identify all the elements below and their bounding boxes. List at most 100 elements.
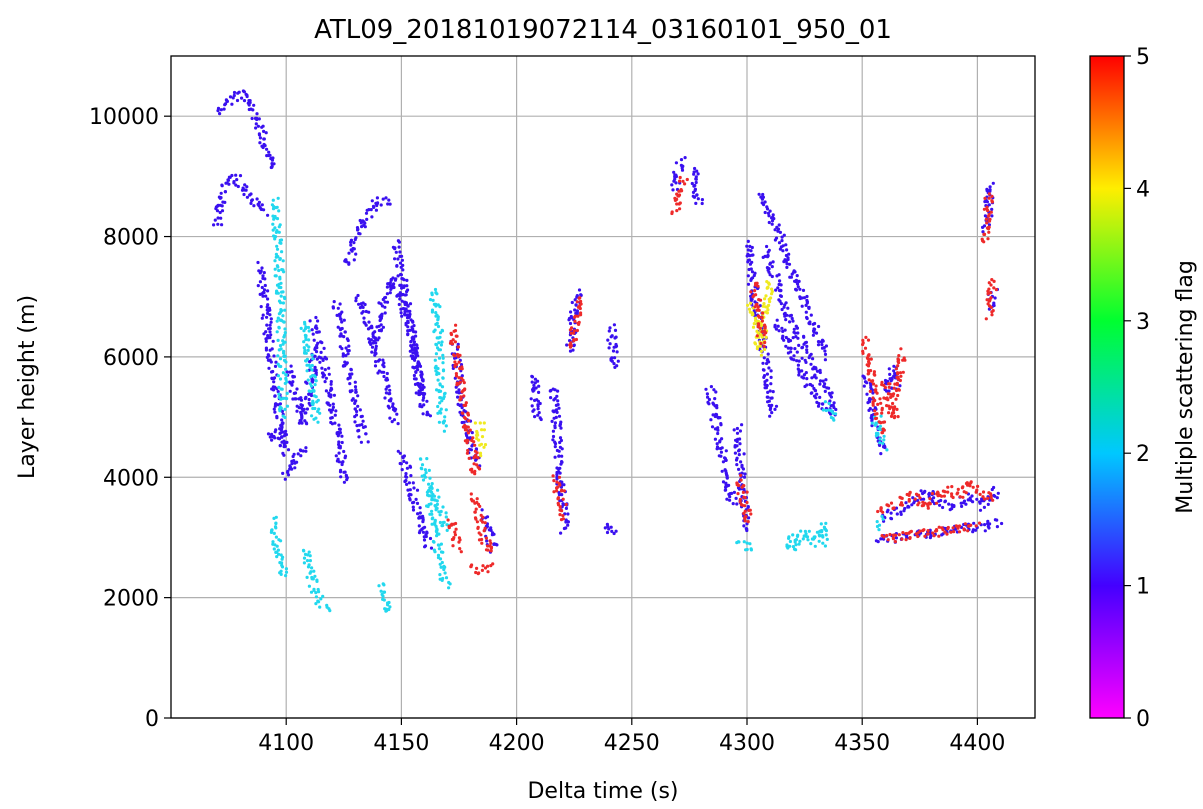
data-point [745,527,749,531]
data-point [770,287,774,291]
data-point [445,528,449,533]
data-point [467,456,471,460]
data-point [280,409,284,413]
data-point [265,305,269,309]
data-point [762,374,767,378]
data-point [811,357,815,361]
data-point [383,305,387,309]
data-point [752,293,756,297]
data-point [266,309,271,313]
data-point [317,407,321,411]
data-point [748,508,752,512]
data-point [796,336,800,340]
data-point [557,454,561,458]
data-point [952,530,956,534]
data-point [951,495,955,500]
data-point [894,506,899,510]
data-point [459,363,464,367]
data-point [331,402,335,406]
data-point [275,544,279,548]
data-point [813,327,817,331]
data-point [453,530,457,534]
x-tick-label: 4400 [949,731,1005,756]
data-point [312,394,317,398]
data-point [768,408,772,412]
data-point [900,503,905,507]
data-point [797,370,801,374]
data-point [378,358,382,362]
data-point [761,368,766,372]
data-point [336,306,340,310]
data-point [536,399,541,403]
data-point [814,376,818,380]
data-point [222,107,226,111]
data-point [438,573,442,577]
data-point [379,589,383,593]
data-point [716,431,720,436]
data-point [678,207,682,211]
data-point [822,385,827,389]
data-point [466,448,470,453]
data-point [392,285,396,290]
data-point [324,389,328,393]
data-point [412,324,416,328]
data-point [742,475,747,479]
data-point [480,428,484,432]
data-point [272,516,276,521]
data-point [700,198,705,202]
data-point [319,597,323,601]
data-point [569,331,573,335]
data-point [340,334,344,338]
data-point [693,166,697,171]
data-point [465,451,469,455]
data-point [388,605,392,609]
data-point [750,245,754,250]
data-point [485,539,489,543]
data-point [831,411,835,415]
data-point [715,442,719,446]
data-point [273,235,278,239]
data-point [321,372,326,376]
data-point [560,480,564,484]
data-point [805,535,809,539]
data-point [328,408,332,412]
data-point [818,382,822,386]
data-point [896,393,900,398]
data-point [329,410,333,414]
data-point [912,501,916,505]
data-point [354,299,358,303]
data-point [457,360,461,364]
data-point [814,396,818,400]
data-point [557,414,562,418]
data-point [874,416,878,421]
data-point [735,439,739,444]
y-tick-label: 4000 [103,466,159,491]
data-point [930,491,935,496]
data-point [981,490,986,494]
data-point [829,415,834,420]
data-point [804,340,809,344]
data-point [881,420,885,424]
data-point [337,445,341,450]
data-point [422,535,426,539]
data-point [267,366,271,370]
data-point [227,175,231,179]
data-point [313,383,317,387]
data-point [988,522,992,526]
data-point [261,294,265,298]
data-point [810,384,815,388]
data-point [273,226,277,230]
data-point [262,288,267,292]
data-point [817,539,821,543]
data-point [990,207,994,211]
data-point [551,438,555,442]
data-point [750,270,755,274]
data-point [223,190,227,194]
data-point [382,365,386,369]
data-point [876,509,880,514]
data-point [458,367,462,371]
data-point [742,540,746,544]
data-point [784,344,788,348]
data-point [978,492,982,496]
data-point [382,598,386,602]
